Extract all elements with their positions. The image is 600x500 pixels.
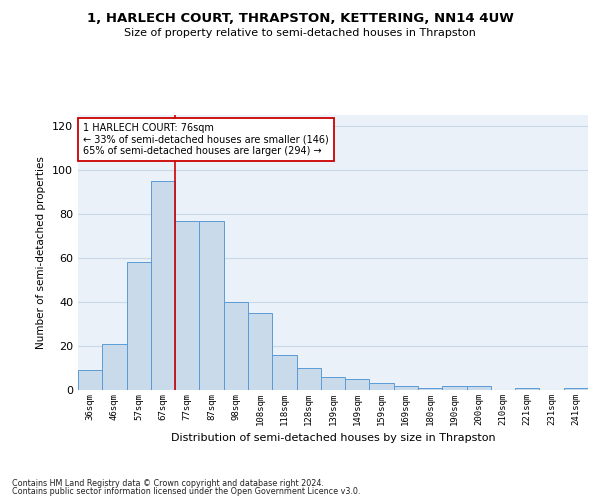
Bar [296,368,321,390]
Text: Size of property relative to semi-detached houses in Thrapston: Size of property relative to semi-detach… [124,28,476,38]
Bar [224,302,248,390]
Bar [467,386,491,390]
Bar [199,220,224,390]
Bar [370,384,394,390]
Bar [175,220,199,390]
Text: Contains HM Land Registry data © Crown copyright and database right 2024.: Contains HM Land Registry data © Crown c… [12,478,324,488]
Bar [127,262,151,390]
Y-axis label: Number of semi-detached properties: Number of semi-detached properties [37,156,46,349]
X-axis label: Distribution of semi-detached houses by size in Thrapston: Distribution of semi-detached houses by … [170,434,496,444]
Text: 1 HARLECH COURT: 76sqm
← 33% of semi-detached houses are smaller (146)
65% of se: 1 HARLECH COURT: 76sqm ← 33% of semi-det… [83,123,329,156]
Bar [272,355,296,390]
Bar [151,181,175,390]
Bar [78,370,102,390]
Bar [564,388,588,390]
Bar [321,377,345,390]
Bar [345,379,370,390]
Text: 1, HARLECH COURT, THRAPSTON, KETTERING, NN14 4UW: 1, HARLECH COURT, THRAPSTON, KETTERING, … [86,12,514,26]
Bar [394,386,418,390]
Bar [515,388,539,390]
Bar [102,344,127,390]
Text: Contains public sector information licensed under the Open Government Licence v3: Contains public sector information licen… [12,487,361,496]
Bar [418,388,442,390]
Bar [442,386,467,390]
Bar [248,313,272,390]
